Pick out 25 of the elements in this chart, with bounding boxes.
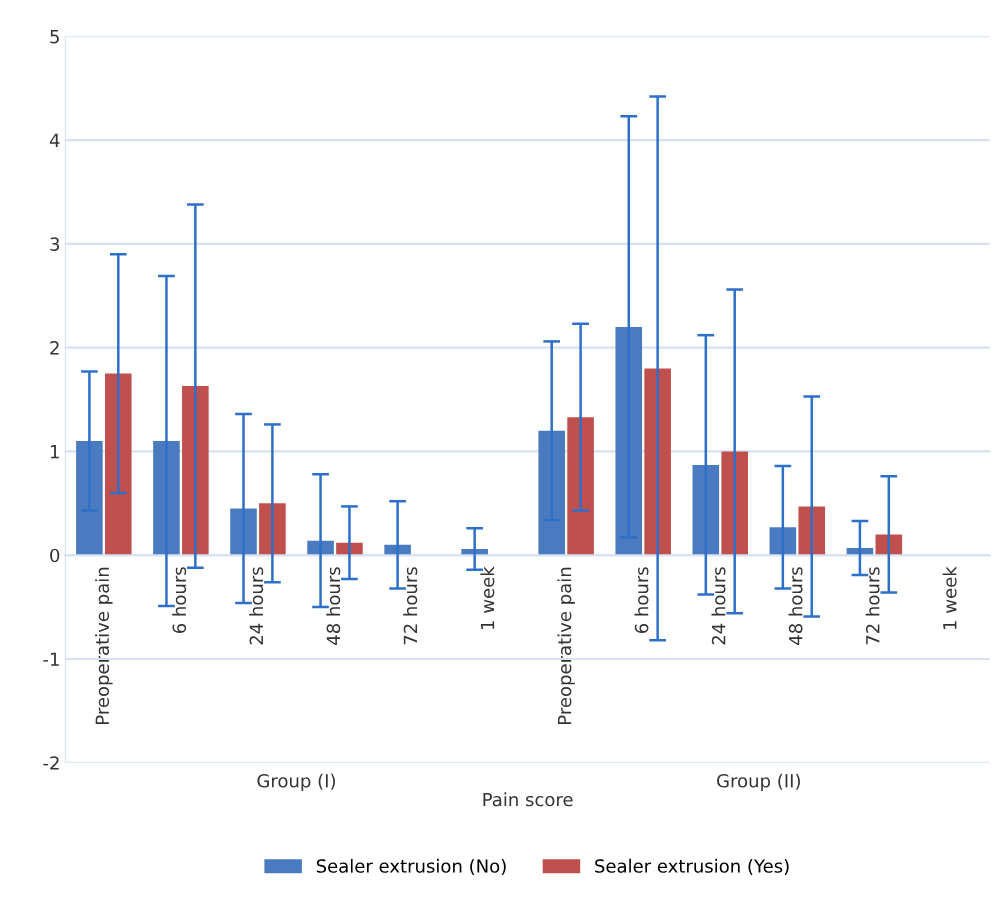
y-tick-label: 4: [49, 133, 60, 147]
x-tick-label: Preoperative pain: [95, 567, 113, 724]
y-tick-label: -1: [43, 652, 59, 666]
y-tick-label: 5: [50, 30, 59, 44]
x-tick-label: 72 hours: [403, 567, 418, 645]
x-tick-label: 48 hours: [788, 567, 803, 645]
y-tick-label: 2: [50, 341, 59, 355]
x-tick-label: 24 hours: [711, 567, 726, 645]
x-tick-label: 1 week: [942, 566, 957, 629]
x-tick-label: 72 hours: [865, 567, 880, 645]
x-tick-label: 6 hours: [634, 567, 649, 634]
legend-label: Sealer extrusion (Yes): [595, 858, 789, 875]
y-tick-label: -2: [43, 756, 59, 770]
x-tick-label: 1 week: [480, 566, 495, 629]
x-tick-label: 6 hours: [172, 567, 187, 634]
x-tick-label: Preoperative pain: [557, 567, 575, 724]
x-axis-title: Pain score: [483, 792, 573, 807]
y-tick-label: 1: [50, 445, 59, 459]
y-tick-label: 0: [50, 548, 60, 563]
text: Group (I): [257, 773, 335, 792]
legend-label: Sealer extrusion (No): [316, 858, 506, 875]
y-tick-label: 3: [50, 237, 60, 251]
x-tick-label: 48 hours: [326, 567, 341, 645]
x-tick-label: 24 hours: [249, 567, 264, 645]
text: Group (II): [717, 773, 800, 792]
